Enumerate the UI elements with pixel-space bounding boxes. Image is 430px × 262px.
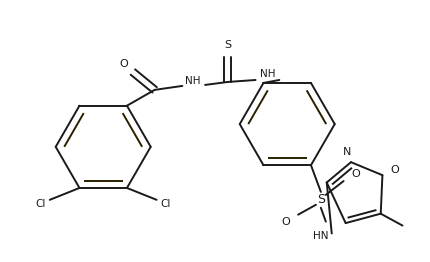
Text: Cl: Cl	[36, 199, 46, 209]
Text: NH: NH	[260, 69, 275, 79]
Text: O: O	[120, 59, 128, 69]
Text: N: N	[343, 147, 351, 157]
Text: HN: HN	[313, 231, 329, 242]
Text: O: O	[351, 169, 360, 179]
Text: O: O	[390, 165, 399, 175]
Text: Cl: Cl	[160, 199, 171, 209]
Text: NH: NH	[185, 76, 201, 86]
Text: S: S	[224, 40, 231, 50]
Text: S: S	[317, 193, 325, 206]
Text: O: O	[282, 217, 291, 227]
